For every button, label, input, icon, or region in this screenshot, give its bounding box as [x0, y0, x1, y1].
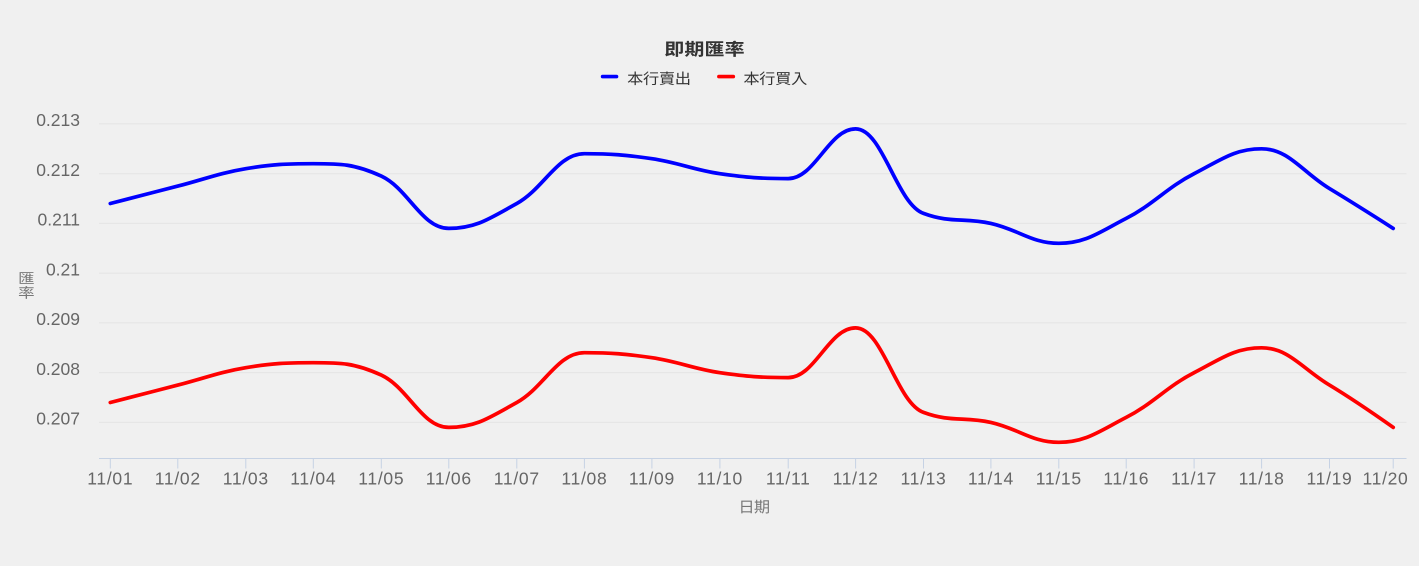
- svg-text:11/15: 11/15: [1036, 469, 1082, 489]
- svg-text:11/20: 11/20: [1363, 469, 1409, 489]
- svg-text:11/11: 11/11: [766, 469, 811, 489]
- svg-text:11/04: 11/04: [290, 469, 336, 489]
- svg-text:11/02: 11/02: [155, 469, 201, 489]
- svg-text:11/13: 11/13: [901, 469, 947, 489]
- svg-text:11/05: 11/05: [358, 469, 404, 489]
- svg-text:11/10: 11/10: [697, 469, 743, 489]
- svg-text:11/07: 11/07: [494, 469, 540, 489]
- svg-text:11/19: 11/19: [1307, 469, 1353, 489]
- svg-text:11/16: 11/16: [1103, 469, 1149, 489]
- svg-text:11/17: 11/17: [1171, 469, 1217, 489]
- svg-text:0.21: 0.21: [46, 259, 80, 279]
- svg-text:0.213: 0.213: [36, 110, 80, 130]
- svg-text:0.207: 0.207: [36, 409, 80, 429]
- svg-text:11/08: 11/08: [561, 469, 607, 489]
- svg-text:11/09: 11/09: [629, 469, 675, 489]
- svg-text:0.211: 0.211: [38, 210, 81, 230]
- svg-text:11/14: 11/14: [968, 469, 1014, 489]
- svg-text:11/18: 11/18: [1239, 469, 1285, 489]
- svg-text:0.208: 0.208: [36, 359, 80, 379]
- svg-text:0.209: 0.209: [36, 309, 80, 329]
- svg-text:11/06: 11/06: [426, 469, 472, 489]
- svg-text:11/03: 11/03: [223, 469, 269, 489]
- svg-text:11/12: 11/12: [833, 469, 879, 489]
- svg-text:0.212: 0.212: [36, 160, 80, 180]
- svg-text:11/01: 11/01: [87, 469, 133, 489]
